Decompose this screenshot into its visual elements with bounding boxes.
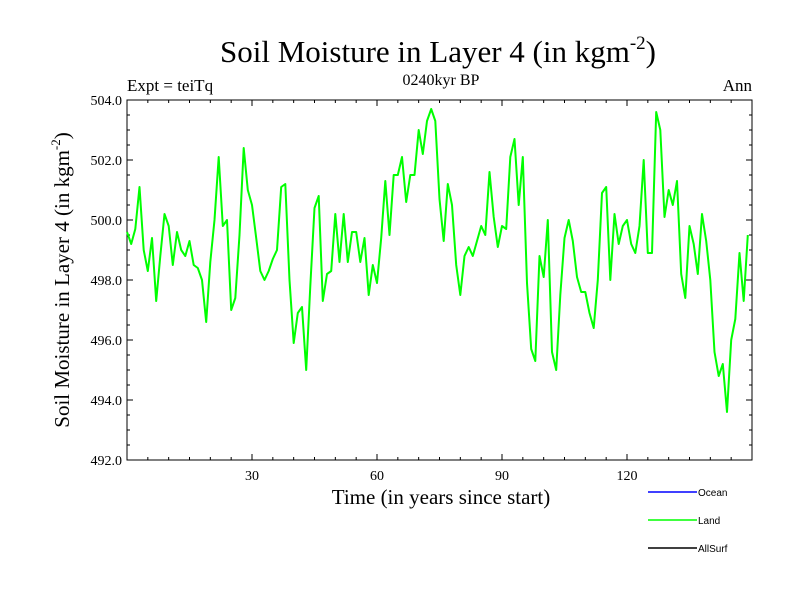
y-tick-label: 492.0: [91, 454, 123, 469]
plot-frame: [126, 99, 753, 461]
x-tick-label: 60: [370, 469, 384, 484]
y-axis-title: Soil Moisture in Layer 4 (in kgm-2): [48, 132, 74, 427]
x-tick-label: 30: [245, 469, 259, 484]
y-axis-title-sup: -2: [48, 139, 63, 150]
chart-title-sup: -2: [630, 33, 646, 54]
x-axis: 30 60 90 120: [147, 100, 732, 484]
y-axis: 492.0 494.0 496.0 498.0 500.0 502.0 504.0: [91, 94, 752, 469]
y-tick-label: 498.0: [91, 274, 123, 289]
x-tick-label: 90: [495, 469, 509, 484]
y-tick-label: 504.0: [91, 94, 123, 109]
legend-label-allsurf: AllSurf: [698, 544, 728, 555]
y-axis-title-close: ): [50, 132, 74, 139]
chart-title: Soil Moisture in Layer 4 (in kgm-2): [220, 33, 656, 69]
y-tick-label: 494.0: [91, 394, 123, 409]
legend-label-land: Land: [698, 516, 720, 527]
chart-title-main: Soil Moisture in Layer 4 (in kgm: [220, 34, 630, 69]
y-axis-title-main: Soil Moisture in Layer 4 (in kgm: [50, 150, 74, 428]
chart-subtitle: 0240kyr BP: [403, 72, 480, 89]
y-tick-label: 502.0: [91, 154, 123, 169]
x-axis-title: Time (in years since start): [332, 485, 551, 509]
chart-title-close: ): [646, 34, 656, 69]
experiment-label: Expt = teiTq: [127, 76, 214, 95]
x-tick-label: 120: [617, 469, 638, 484]
series-line-land: [126, 108, 749, 413]
season-label: Ann: [723, 76, 753, 95]
legend-label-ocean: Ocean: [698, 488, 727, 499]
legend: Ocean Land AllSurf: [648, 488, 728, 555]
y-tick-label: 500.0: [91, 214, 123, 229]
y-tick-label: 496.0: [91, 334, 123, 349]
